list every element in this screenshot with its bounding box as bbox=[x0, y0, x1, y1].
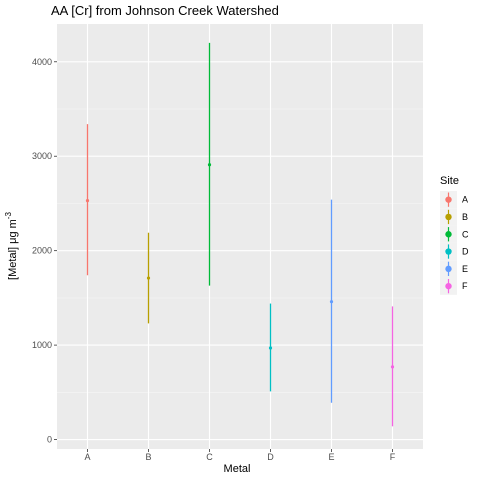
y-tick-label: 4000 bbox=[32, 57, 52, 67]
point-b bbox=[146, 276, 151, 280]
panel-background bbox=[57, 24, 423, 449]
legend-key-point bbox=[445, 248, 452, 255]
point-e bbox=[329, 300, 334, 304]
legend-key-point bbox=[445, 282, 452, 290]
y-axis-title: [Metal] μg m-3 bbox=[4, 212, 19, 280]
y-tick-label: 2000 bbox=[32, 246, 52, 256]
x-tick-label: F bbox=[390, 452, 396, 462]
x-tick-label: C bbox=[206, 452, 213, 462]
legend-key-point bbox=[445, 196, 452, 203]
x-axis-title: Metal bbox=[224, 463, 251, 475]
legend-label-f: F bbox=[462, 281, 468, 291]
x-axis: A B C D E F bbox=[84, 449, 396, 462]
legend-key-point bbox=[445, 213, 452, 221]
legend-label-d: D bbox=[462, 247, 469, 257]
y-tick-label: 0 bbox=[47, 435, 52, 445]
x-tick-label: E bbox=[328, 452, 334, 462]
x-tick-label: B bbox=[145, 452, 151, 462]
legend-label-e: E bbox=[462, 264, 468, 274]
y-tick-label: 3000 bbox=[32, 151, 52, 161]
x-tick-label: A bbox=[84, 452, 90, 462]
legend-label-b: B bbox=[462, 212, 468, 222]
legend-key-point bbox=[445, 265, 452, 273]
legend-title: Site bbox=[440, 175, 459, 187]
point-d bbox=[268, 346, 273, 350]
y-tick-label: 1000 bbox=[32, 340, 52, 350]
y-axis: 0 1000 2000 3000 4000 bbox=[32, 57, 57, 445]
legend-key-point bbox=[445, 231, 452, 238]
point-a bbox=[85, 199, 90, 203]
point-c bbox=[207, 163, 212, 167]
plot-panel bbox=[57, 24, 423, 449]
chart-title: AA [Cr] from Johnson Creek Watershed bbox=[51, 3, 279, 18]
x-tick-label: D bbox=[267, 452, 274, 462]
legend-label-c: C bbox=[462, 229, 469, 239]
point-f bbox=[390, 365, 395, 369]
legend-label-a: A bbox=[462, 195, 468, 205]
